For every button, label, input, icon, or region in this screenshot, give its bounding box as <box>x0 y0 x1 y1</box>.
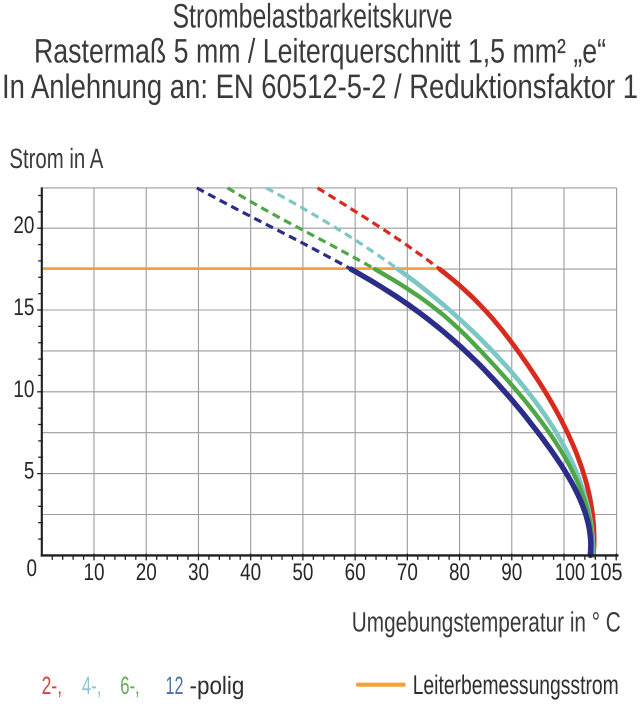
svg-text:50: 50 <box>292 559 313 586</box>
svg-text:Strombelastbarkeitskurve: Strombelastbarkeitskurve <box>173 0 453 36</box>
svg-text:-polig: -polig <box>190 672 245 700</box>
svg-text:90: 90 <box>501 559 522 586</box>
svg-text:0: 0 <box>27 555 38 582</box>
svg-text:60: 60 <box>345 559 366 586</box>
svg-text:6-,: 6-, <box>120 672 140 700</box>
svg-text:15: 15 <box>13 294 34 321</box>
svg-text:20: 20 <box>13 212 34 239</box>
svg-text:4-,: 4-, <box>82 672 102 700</box>
svg-text:105: 105 <box>590 559 623 586</box>
svg-text:5: 5 <box>24 458 35 485</box>
svg-text:40: 40 <box>240 559 261 586</box>
svg-text:12: 12 <box>166 672 184 700</box>
svg-text:20: 20 <box>136 559 157 586</box>
svg-text:10: 10 <box>13 376 34 403</box>
svg-text:70: 70 <box>397 559 418 586</box>
svg-text:Umgebungstemperatur in ° C: Umgebungstemperatur in ° C <box>352 607 621 638</box>
svg-text:2-,: 2-, <box>42 672 63 700</box>
svg-text:In Anlehnung an: EN 60512-5-2: In Anlehnung an: EN 60512-5-2 / Reduktio… <box>2 68 638 106</box>
svg-text:Rastermaß 5 mm / Leiterquersch: Rastermaß 5 mm / Leiterquerschnitt 1,5 m… <box>34 33 606 71</box>
svg-text:30: 30 <box>188 559 209 586</box>
svg-text:Leiterbemessungsstrom: Leiterbemessungsstrom <box>413 670 619 700</box>
svg-text:10: 10 <box>84 559 105 586</box>
svg-text:100: 100 <box>555 559 585 586</box>
svg-text:Strom in A: Strom in A <box>9 143 103 174</box>
svg-text:80: 80 <box>449 559 470 586</box>
